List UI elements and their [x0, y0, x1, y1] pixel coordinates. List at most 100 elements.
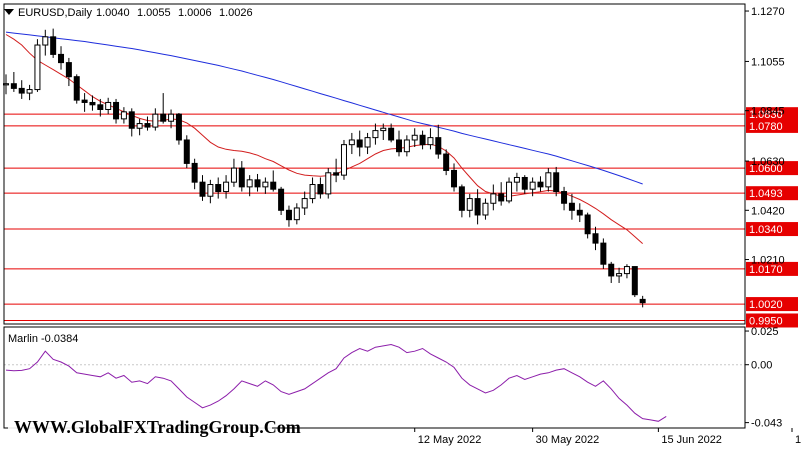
candle-body [301, 198, 308, 209]
candle-body [136, 123, 143, 129]
candle-body [270, 181, 277, 190]
candle-body [333, 172, 340, 176]
candlesticks [3, 28, 646, 308]
level-label: 1.0340 [749, 224, 783, 236]
candle-body [482, 202, 489, 216]
candle-body [513, 176, 520, 183]
candle-body [348, 139, 355, 146]
level-label: 1.0780 [749, 121, 783, 133]
level-label-box [746, 222, 798, 237]
level-label-box [746, 297, 798, 312]
candle-body [254, 179, 261, 188]
oscillator-tick-label: 0.025 [751, 326, 779, 338]
date-tick-label: 30 May 2022 [536, 434, 600, 446]
moving-average-fast [5, 34, 643, 244]
candle-body [10, 83, 17, 89]
candle-body [26, 89, 33, 94]
candle-body [215, 184, 222, 193]
candle-body [608, 263, 615, 277]
date-tick-label: 15 Jun 2022 [661, 434, 722, 446]
candle-body [584, 214, 591, 235]
candle-body [474, 198, 481, 216]
candle-body [592, 233, 599, 244]
oscillator-tick-label: 0.00 [751, 360, 772, 372]
candle-body [42, 36, 49, 46]
level-label: 1.0830 [749, 109, 783, 121]
level-label-box [746, 161, 798, 176]
price-tick-label: 1.0210 [751, 255, 785, 267]
candle-body [553, 172, 560, 193]
moving-averages [5, 31, 643, 244]
candle-body [128, 111, 135, 129]
candle-body [317, 184, 324, 195]
candle-body [325, 172, 332, 195]
level-label: 1.0020 [749, 299, 783, 311]
level-label: 0.9950 [749, 315, 783, 327]
candle-body [50, 36, 57, 55]
candle-body [388, 127, 395, 141]
price-tick-label: 1.1270 [751, 6, 785, 18]
candle-body [443, 153, 450, 171]
ohlc-close: 1.0026 [219, 7, 253, 19]
watermark-text: WWW.GlobalFXTradingGroup.Com [14, 417, 301, 437]
moving-average-slow [5, 31, 643, 185]
candle-body [380, 127, 387, 132]
candle-body [285, 209, 292, 221]
candle-body [262, 181, 269, 188]
level-label-box [746, 261, 798, 276]
level-label-box [746, 186, 798, 201]
date-tick-label: 12 May 2022 [418, 434, 482, 446]
candle-body [144, 123, 151, 128]
candle-body [73, 76, 80, 101]
candle-body [576, 209, 583, 216]
candle-body [451, 169, 458, 188]
candle-body [223, 181, 230, 193]
candle-body [34, 44, 41, 91]
level-label: 1.0600 [749, 163, 783, 175]
oscillator-pane-frame [3, 326, 746, 429]
candle-body [498, 193, 505, 202]
ohlc-high: 1.0055 [137, 7, 171, 19]
symbol-title: EURUSD,Daily [18, 7, 92, 19]
level-label: 1.0170 [749, 264, 783, 276]
candle-body [364, 137, 371, 148]
level-label: 1.0493 [749, 188, 783, 200]
candle-body [639, 298, 646, 304]
candle-body [419, 134, 426, 146]
oscillator-tick-label: -0.043 [751, 418, 782, 430]
candle-body [175, 113, 182, 141]
oscillator-pane: 0.025 0.00 -0.043 [4, 326, 782, 430]
candle-body [537, 181, 544, 188]
candle-body [631, 266, 638, 296]
candle-body [623, 266, 630, 275]
price-tick-label: 1.0845 [751, 106, 785, 118]
candle-body [427, 137, 434, 146]
candle-body [600, 242, 607, 265]
candle-body [309, 184, 316, 200]
candle-body [372, 130, 379, 139]
candle-body [561, 191, 568, 204]
candle-body [435, 137, 442, 155]
collapse-triangle-icon[interactable] [4, 9, 14, 15]
candle-body [396, 139, 402, 153]
candle-body [191, 162, 198, 183]
price-tick-label: 1.0420 [751, 205, 785, 217]
candle-body [207, 184, 214, 197]
level-label-box [746, 118, 798, 133]
level-label-box [746, 107, 798, 122]
candle-body [183, 139, 190, 164]
candle-body [238, 167, 245, 188]
candle-body [152, 113, 159, 128]
date-tick-label: 1 Jul 2022 [795, 434, 803, 446]
candle-body [458, 186, 465, 211]
candle-body [340, 144, 347, 176]
candle-body [529, 181, 536, 190]
candle-body [411, 134, 418, 141]
ohlc-open: 1.0040 [96, 7, 130, 19]
candle-body [18, 87, 25, 94]
candle-body [97, 104, 104, 110]
candle-body [545, 172, 552, 188]
candle-body [506, 181, 513, 202]
